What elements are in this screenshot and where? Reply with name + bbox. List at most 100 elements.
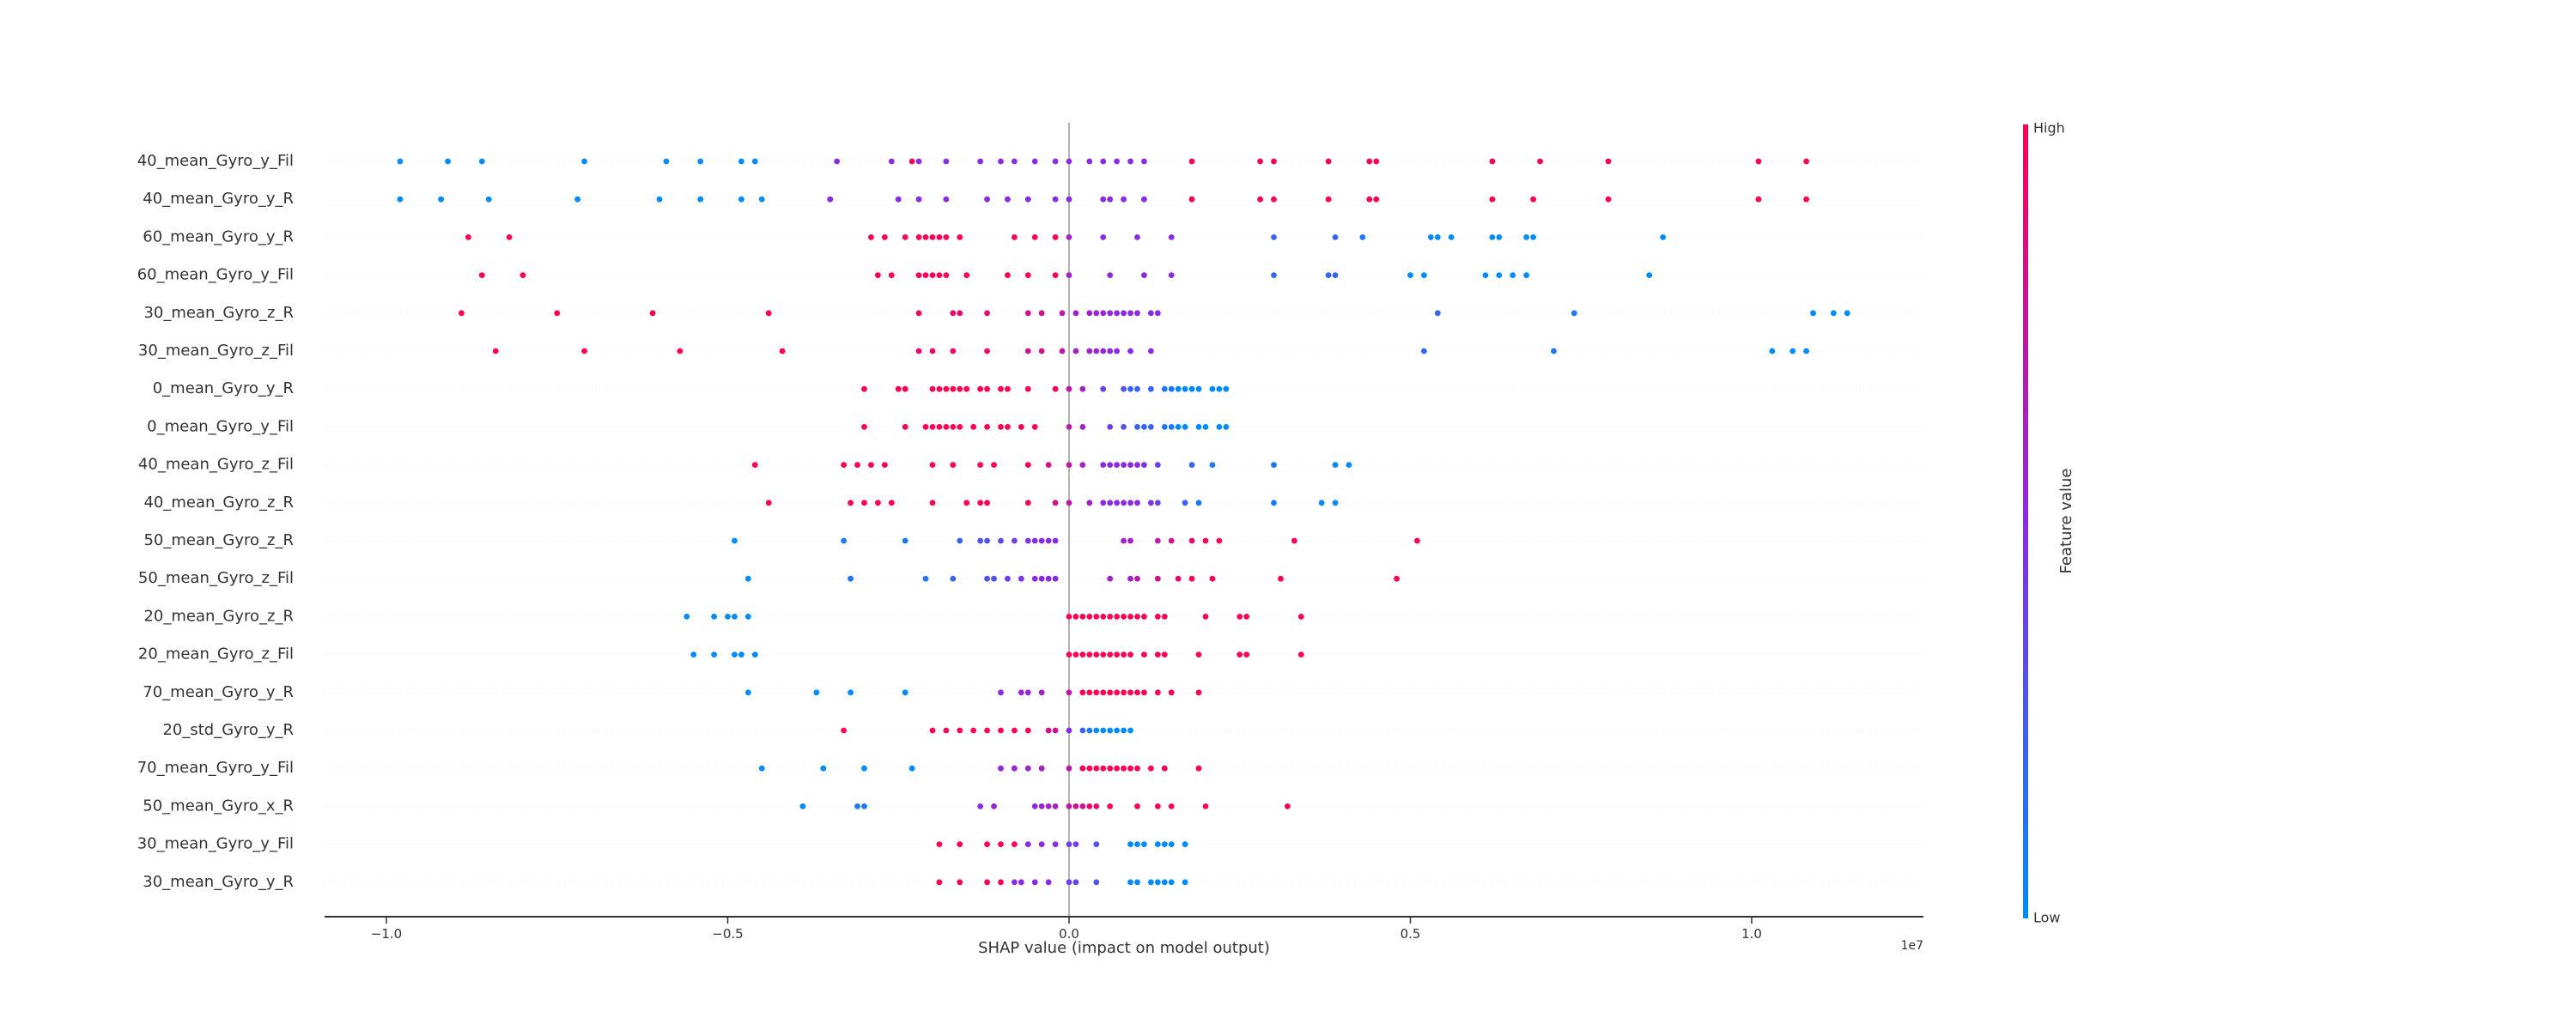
shap-point [915,234,922,240]
shap-point [1107,803,1114,809]
shap-point [1018,575,1024,582]
shap-point [1271,500,1277,506]
shap-point [1148,500,1154,506]
shap-point [1271,462,1277,468]
shap-point [1107,500,1114,506]
shap-point [1168,841,1175,847]
shap-point [929,727,936,734]
shap-point [744,689,751,696]
shap-point [977,385,984,392]
shap-point [984,348,990,354]
shap-point [1168,803,1175,809]
shap-point [1066,424,1072,430]
shap-point [998,385,1004,392]
shap-point [1024,462,1031,468]
shap-point [1093,765,1100,772]
shap-point [943,424,950,430]
shap-point [1107,651,1114,657]
shap-point [751,651,758,657]
shap-point [1148,879,1154,886]
shap-point [881,234,888,240]
shap-point [1414,537,1420,544]
shap-point [963,272,970,278]
shap-point [1079,803,1086,809]
shap-point [943,272,950,278]
shap-point [957,310,963,317]
shap-point [478,158,485,165]
shap-point [841,462,848,468]
shap-point [1182,500,1188,506]
shap-point [1551,348,1557,354]
shap-point [1038,310,1045,317]
shap-point [1093,803,1100,809]
shap-point [1045,575,1052,582]
shap-point [1072,841,1079,847]
shap-point [957,879,963,886]
shap-point [1278,575,1284,582]
shap-point [459,310,465,317]
shap-point [574,196,580,203]
shap-point [1209,462,1216,468]
shap-point [1332,272,1339,278]
shap-point [1127,575,1133,582]
colorbar-low-label: Low [2033,910,2061,926]
shap-point [1407,272,1413,278]
shap-point [1421,348,1427,354]
shap-point [1100,348,1107,354]
shap-point [1216,424,1223,430]
shap-point [1024,310,1031,317]
shap-point [936,385,943,392]
shap-point [1100,310,1107,317]
shap-point [1107,727,1114,734]
shap-point [1216,537,1223,544]
shap-point [1121,765,1127,772]
shap-point [902,689,908,696]
shap-point [1086,614,1093,620]
shap-point [1107,575,1114,582]
shap-point [1012,841,1018,847]
feature-label: 50_mean_Gyro_z_Fil [138,569,294,587]
shap-point [943,234,950,240]
shap-point [1086,765,1093,772]
shap-point [1257,196,1263,203]
feature-label: 60_mean_Gyro_y_R [143,227,294,245]
shap-point [1031,803,1038,809]
shap-point [977,158,984,165]
shap-point [1209,385,1216,392]
shap-point [1154,575,1161,582]
shap-point [1066,196,1072,203]
shap-point [1100,651,1107,657]
shap-point [465,234,471,240]
shap-point [991,575,997,582]
shap-point [1271,196,1277,203]
shap-point [1168,385,1175,392]
shap-point [1066,385,1072,392]
shap-point [957,841,963,847]
shap-point [998,727,1004,734]
shap-point [1510,272,1516,278]
shap-point [1175,575,1182,582]
shap-point [1161,614,1168,620]
shap-point [1121,385,1127,392]
shap-point [1031,575,1038,582]
shap-point [1100,689,1107,696]
shap-point [1297,651,1304,657]
shap-point [1066,803,1072,809]
shap-point [929,424,936,430]
feature-label: 30_mean_Gyro_y_R [143,873,294,891]
shap-point [1059,310,1066,317]
shap-point [1236,651,1243,657]
shap-point [834,158,841,165]
shap-point [663,158,670,165]
shap-point [1605,158,1612,165]
shap-point [492,348,499,354]
shap-point [697,158,704,165]
shap-point [1257,158,1263,165]
shap-point [1012,158,1018,165]
shap-point [1066,727,1072,734]
shap-point [1079,614,1086,620]
shap-point [875,272,881,278]
shap-point [936,841,943,847]
shap-point [1195,385,1202,392]
shap-point [1121,537,1127,544]
